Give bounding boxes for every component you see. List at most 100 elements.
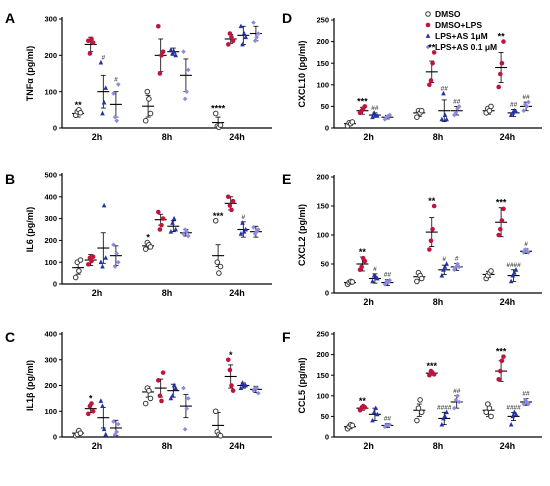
legend-label-3: LPS+AS 0.1 μM	[435, 42, 497, 52]
data-point	[252, 231, 258, 237]
data-point	[238, 231, 244, 236]
series-group-2: ##	[507, 101, 520, 117]
data-point	[442, 112, 448, 117]
data-point	[431, 203, 437, 209]
x-category-label: 24h	[500, 297, 516, 307]
data-point	[488, 413, 494, 420]
data-point	[362, 405, 368, 410]
data-point	[186, 396, 191, 401]
x-category-label: 8h	[162, 132, 173, 142]
series-group-1: **	[356, 396, 369, 413]
data-point	[441, 90, 446, 96]
data-point	[371, 409, 377, 415]
data-point	[251, 225, 256, 230]
data-point	[181, 231, 186, 237]
series-group-3: #	[450, 255, 463, 273]
data-point	[184, 89, 189, 94]
data-point	[362, 258, 368, 264]
series-group-3: ##	[450, 388, 463, 411]
y-tick-label: 0	[325, 124, 329, 133]
series-group-3	[109, 419, 122, 437]
data-point	[116, 259, 121, 265]
series-group-1: **	[425, 196, 438, 252]
data-point	[526, 99, 531, 105]
y-tick-label: 300	[44, 15, 57, 24]
significance-mark: #	[101, 55, 105, 62]
series-group-2	[167, 47, 180, 58]
data-point	[375, 411, 380, 417]
series-group-0	[413, 107, 426, 120]
x-category-label: 24h	[229, 441, 245, 451]
series-group-0: **	[72, 100, 85, 119]
data-point	[418, 275, 425, 282]
data-point	[184, 229, 189, 234]
data-point	[238, 385, 244, 390]
data-point	[98, 398, 104, 403]
y-tick-label: 50	[321, 412, 329, 421]
data-point	[486, 405, 493, 411]
data-point	[160, 216, 166, 221]
data-point	[181, 385, 186, 391]
data-point	[456, 264, 462, 270]
data-point	[508, 278, 514, 284]
data-point	[499, 60, 505, 66]
data-point	[114, 429, 119, 435]
data-point	[428, 78, 434, 83]
series-group-3: ##	[381, 415, 394, 429]
data-point	[159, 222, 164, 228]
x-category-label: 8h	[433, 441, 444, 451]
y-tick-label: 150	[316, 371, 329, 380]
data-point	[171, 215, 177, 221]
data-point	[103, 85, 108, 90]
data-point	[526, 401, 531, 407]
legend-marker-2	[425, 33, 431, 38]
significance-mark: ##	[522, 94, 530, 101]
data-point	[182, 426, 188, 432]
data-point	[156, 23, 161, 29]
y-tick-label: 150	[316, 202, 329, 211]
y-axis-label: IL1β (pg/ml)	[25, 360, 35, 411]
y-tick-label: 200	[316, 350, 329, 359]
data-point	[431, 372, 437, 377]
series-group-1: **	[356, 247, 369, 273]
data-point	[526, 250, 531, 255]
data-point	[90, 408, 96, 414]
panel-C: C 0 100 200 300 400 IL1β (pg/ml) 2h * 8h 24h *	[5, 329, 272, 451]
data-point	[160, 49, 166, 54]
data-point	[144, 88, 151, 95]
data-point	[89, 36, 94, 42]
data-point	[499, 358, 505, 364]
series-group-3	[249, 385, 262, 396]
y-tick-label: 100	[316, 80, 329, 89]
series-group-0	[72, 257, 85, 281]
data-point	[455, 393, 460, 399]
data-point	[251, 20, 256, 25]
y-tick-label: 100	[316, 391, 329, 400]
data-point	[160, 370, 166, 375]
data-point	[370, 417, 375, 423]
data-point	[382, 424, 388, 429]
data-point	[212, 217, 219, 224]
y-axis-label: IL6 (pg/ml)	[25, 207, 35, 253]
data-point	[359, 264, 364, 270]
y-tick-label: 100	[316, 231, 329, 240]
y-tick-label: 500	[44, 171, 57, 180]
data-point	[173, 52, 178, 58]
y-tick-label: 200	[316, 37, 329, 46]
significance-mark: #	[442, 256, 446, 263]
data-point	[89, 258, 94, 264]
y-axis-label: TNFα (pg/ml)	[25, 46, 35, 102]
series-group-1: *	[84, 394, 97, 417]
data-point	[444, 409, 449, 415]
panel-letter: F	[282, 329, 291, 345]
data-point	[216, 270, 222, 276]
data-point	[142, 246, 149, 252]
data-point	[453, 397, 459, 403]
x-category-label: 2h	[363, 132, 374, 142]
y-tick-label: 50	[321, 102, 329, 111]
y-tick-label: 200	[44, 236, 57, 245]
data-point	[116, 421, 121, 427]
data-point	[439, 116, 445, 122]
data-point	[147, 395, 154, 402]
significance-mark: ####	[506, 262, 521, 269]
